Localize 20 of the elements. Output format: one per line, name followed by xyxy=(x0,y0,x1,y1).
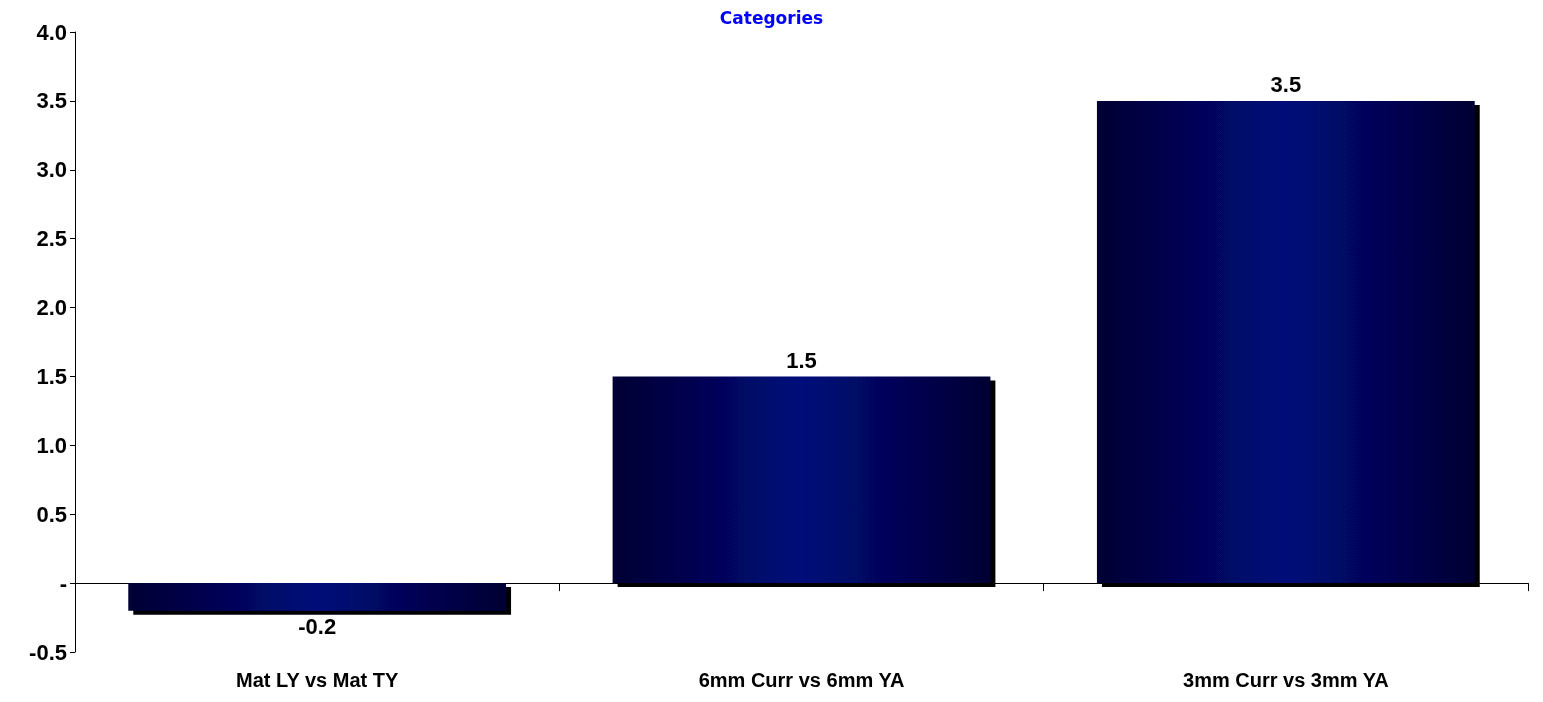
y-tick-label: 1.0 xyxy=(36,432,67,458)
bar xyxy=(612,376,991,584)
y-tick-label: 4.0 xyxy=(36,19,67,45)
x-tick-label: 3mm Curr vs 3mm YA xyxy=(1183,669,1389,691)
x-tick-label: Mat LY vs Mat TY xyxy=(236,669,399,691)
y-tick-label: 2.5 xyxy=(36,226,67,252)
y-tick-label: 1.5 xyxy=(36,363,67,389)
chart-title: Categories xyxy=(719,7,824,28)
bar xyxy=(128,583,507,611)
y-tick-label: 3.0 xyxy=(36,157,67,183)
data-label: 3.5 xyxy=(1270,72,1302,98)
data-label: 1.5 xyxy=(786,347,817,373)
y-tick-label: 3.5 xyxy=(36,88,67,114)
y-tick-label: 2.0 xyxy=(36,295,67,321)
bar xyxy=(1096,100,1475,584)
data-label: -0.2 xyxy=(298,614,337,640)
y-tick-label: 0.5 xyxy=(36,501,67,527)
x-tick-label: 6mm Curr vs 6mm YA xyxy=(698,669,905,691)
y-tick-label: -0.5 xyxy=(29,639,67,665)
y-tick-label: - xyxy=(59,570,67,596)
